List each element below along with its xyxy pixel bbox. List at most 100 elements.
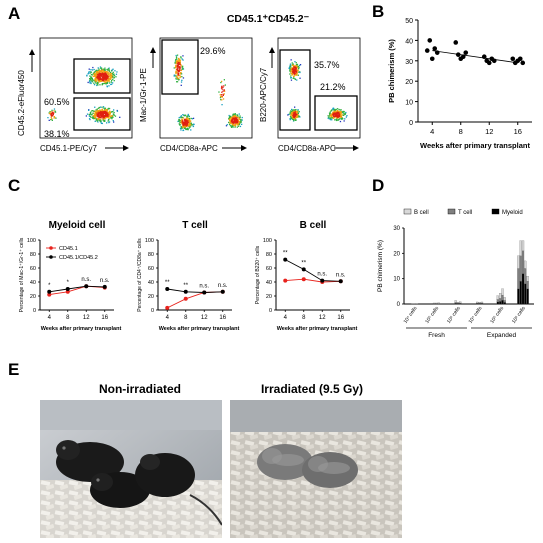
flow-event	[182, 117, 185, 119]
flow-event	[178, 74, 181, 77]
flow-event	[329, 111, 331, 113]
flow-event	[106, 75, 108, 77]
flow-event	[191, 124, 194, 126]
flow-event	[111, 115, 113, 117]
flow-event	[329, 117, 331, 119]
panel-c-xtick-label: 12	[83, 315, 90, 321]
flow-event	[96, 77, 98, 79]
flow-event	[343, 120, 345, 122]
flow-event	[290, 70, 292, 72]
flow-event	[228, 114, 230, 117]
flow-event	[113, 109, 115, 111]
flow-event	[104, 70, 106, 73]
flow-event	[91, 113, 93, 116]
panel-c-series-line	[167, 288, 223, 293]
flow-event	[96, 69, 98, 72]
panel-c-xtick-label: 16	[101, 315, 108, 321]
panel-d-legend-label: Myeloid	[502, 210, 523, 216]
flow-event	[220, 94, 223, 96]
flow-event	[336, 110, 338, 112]
panel-d-bar-segment	[499, 293, 502, 299]
panel-d-group-label: Fresh	[428, 332, 445, 339]
flow-event	[108, 112, 110, 114]
flow-event	[234, 121, 237, 123]
panel-d-bar-segment	[519, 240, 522, 256]
flow-event	[337, 110, 339, 112]
panel-c-significance: **	[301, 260, 306, 266]
flow-event	[231, 120, 233, 122]
panel-d-group-label: Expanded	[487, 332, 517, 339]
flow-event	[98, 72, 101, 75]
flow-event	[222, 90, 224, 92]
flow-event	[187, 122, 189, 124]
flow-event	[100, 80, 102, 82]
flow-event	[179, 66, 181, 68]
flow-event	[105, 83, 107, 85]
flow-event	[296, 69, 299, 71]
flow-event	[230, 125, 232, 127]
flow-event	[91, 79, 93, 81]
flow-event	[291, 108, 293, 111]
flow-event	[102, 77, 105, 79]
flow-event	[97, 116, 99, 118]
flow-event	[111, 79, 113, 82]
flow-event	[335, 111, 337, 113]
flow-event	[89, 114, 91, 116]
flow-event	[294, 111, 296, 113]
flow-event	[186, 119, 189, 121]
flow-event	[188, 123, 190, 125]
panel-c-data-point	[283, 278, 288, 283]
flow-event	[175, 57, 178, 59]
flow-event	[96, 112, 98, 114]
panel-b-data-point	[520, 60, 526, 66]
flow-event	[98, 79, 100, 81]
flow-event	[236, 114, 239, 116]
flow-event	[188, 121, 191, 123]
panel-d-bar-segment	[503, 297, 506, 301]
panel-d-bar-segment	[521, 240, 525, 251]
flow-event	[232, 114, 234, 117]
flow-event	[331, 119, 333, 121]
flow-event	[178, 60, 181, 62]
panel-c-data-point	[301, 277, 306, 282]
flow-event	[104, 80, 106, 82]
flow-plot-1-events	[47, 66, 121, 125]
flow-event	[341, 111, 343, 113]
panel-d-bar-segment	[432, 302, 436, 304]
flow-event	[102, 72, 104, 74]
flow-event	[185, 121, 187, 123]
flow-plot-3-gate-bottom-value: 21.2%	[320, 82, 346, 92]
flow-event	[174, 62, 176, 64]
flow-event	[94, 77, 97, 80]
flow-event	[181, 58, 183, 60]
flow-event	[50, 115, 53, 117]
flow-event	[95, 76, 97, 78]
panel-label-a: A	[8, 4, 21, 23]
flow-event	[100, 67, 103, 69]
flow-event	[108, 71, 110, 74]
flow-event	[106, 76, 108, 78]
flow-event	[53, 112, 55, 114]
flow-event	[336, 116, 339, 118]
flow-event	[105, 78, 107, 80]
flow-event	[234, 118, 236, 121]
flow-event	[178, 60, 180, 62]
flow-event	[232, 126, 234, 128]
flow-event	[341, 118, 343, 120]
flow-event	[232, 124, 235, 126]
panel-c-data-point	[183, 296, 188, 301]
flow-event	[95, 111, 97, 113]
panel-d-bar-segment	[501, 288, 504, 296]
flow-event	[85, 115, 87, 117]
flow-event	[180, 57, 182, 59]
flow-event	[333, 114, 335, 117]
flow-event	[102, 111, 104, 113]
flow-event	[221, 91, 223, 93]
flow-event	[329, 115, 331, 117]
flow-event	[96, 115, 98, 117]
flow-event	[190, 129, 192, 131]
panel-d-bar-segment	[524, 260, 527, 269]
flow-event	[88, 72, 90, 74]
panel-c-significance: n.s.	[317, 272, 327, 278]
flow-event	[289, 68, 291, 71]
